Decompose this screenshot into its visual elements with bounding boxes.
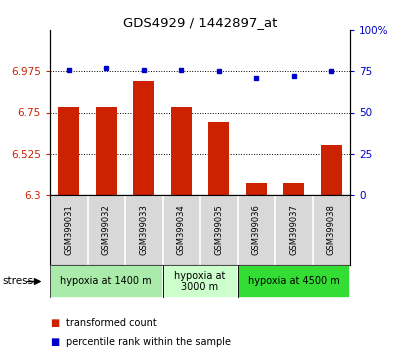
Text: stress: stress	[2, 276, 33, 286]
Bar	[171, 107, 192, 195]
Text: hypoxia at
3000 m: hypoxia at 3000 m	[174, 271, 226, 292]
Bar	[96, 107, 117, 195]
Text: GSM399034: GSM399034	[177, 205, 186, 255]
Bar	[50, 265, 162, 298]
Bar	[209, 122, 229, 195]
Text: GSM399036: GSM399036	[252, 205, 261, 256]
Bar	[237, 265, 350, 298]
Text: transformed count: transformed count	[66, 318, 156, 328]
Text: GSM399031: GSM399031	[64, 205, 73, 255]
Text: GSM399038: GSM399038	[327, 205, 336, 256]
Text: percentile rank within the sample: percentile rank within the sample	[66, 337, 231, 347]
Bar	[58, 107, 79, 195]
Bar	[162, 265, 237, 298]
Bar	[162, 265, 237, 298]
Text: GSM399033: GSM399033	[139, 205, 148, 256]
Bar	[246, 183, 267, 195]
Bar	[321, 145, 342, 195]
Title: GDS4929 / 1442897_at: GDS4929 / 1442897_at	[123, 16, 277, 29]
Bar	[284, 183, 304, 195]
Text: ■: ■	[50, 337, 59, 347]
Text: ■: ■	[50, 318, 59, 328]
Bar	[134, 81, 154, 195]
Bar	[237, 265, 350, 298]
Bar	[50, 265, 162, 298]
Text: GSM399037: GSM399037	[289, 205, 298, 256]
Text: GSM399032: GSM399032	[102, 205, 111, 255]
Text: hypoxia at 4500 m: hypoxia at 4500 m	[248, 276, 340, 286]
Text: hypoxia at 1400 m: hypoxia at 1400 m	[60, 276, 152, 286]
Text: GSM399035: GSM399035	[214, 205, 223, 255]
